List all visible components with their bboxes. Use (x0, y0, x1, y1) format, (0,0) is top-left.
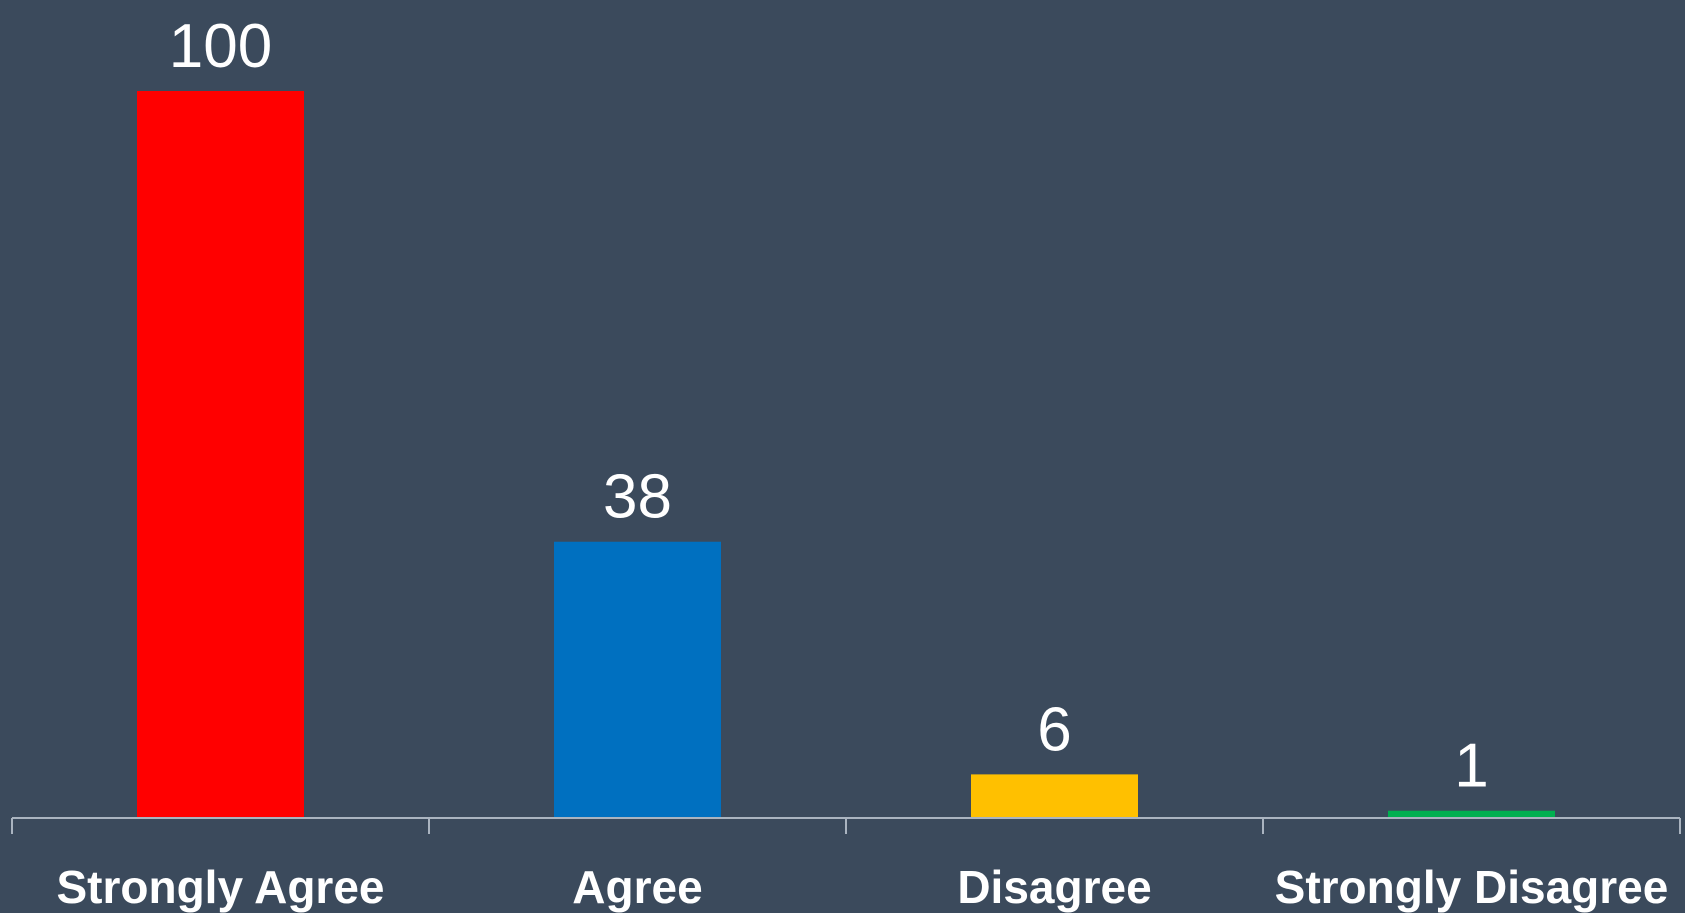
data-label-disagree: 6 (1037, 695, 1071, 764)
tick-label-strongly-disagree: Strongly Disagree (1275, 861, 1669, 913)
bars-group (137, 91, 1555, 818)
data-label-strongly-agree: 100 (169, 12, 272, 81)
bar-disagree (971, 774, 1138, 818)
tick-label-strongly-agree: Strongly Agree (56, 861, 384, 913)
x-axis-ticks-group (11, 818, 1681, 834)
bar-strongly-agree (137, 91, 304, 818)
bar-agree (554, 541, 721, 818)
value-labels-group: 100 38 6 1 (169, 12, 1489, 801)
data-label-agree: 38 (603, 463, 672, 532)
tick-label-agree: Agree (572, 861, 702, 913)
bar-strongly-disagree (1388, 810, 1555, 818)
data-label-strongly-disagree: 1 (1454, 732, 1488, 801)
x-axis-tick-labels-group: Strongly Agree Agree Disagree Strongly Disa… (56, 861, 1668, 913)
tick-label-disagree: Disagree (957, 861, 1151, 913)
